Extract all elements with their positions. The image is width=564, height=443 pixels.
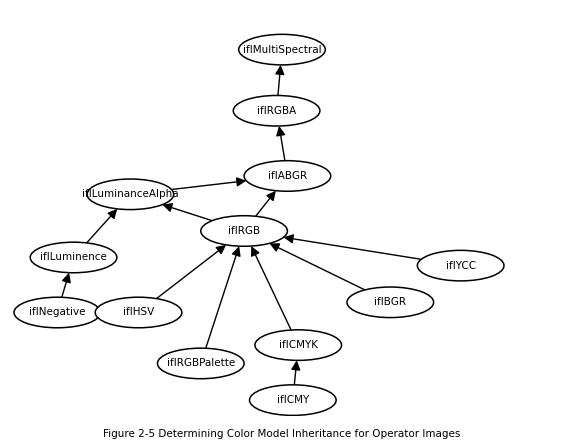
Text: iflRGBA: iflRGBA xyxy=(257,106,296,116)
Ellipse shape xyxy=(249,385,336,416)
Ellipse shape xyxy=(30,242,117,273)
Ellipse shape xyxy=(233,96,320,126)
Ellipse shape xyxy=(87,179,174,210)
Text: iflMultiSpectral: iflMultiSpectral xyxy=(243,45,321,54)
Ellipse shape xyxy=(417,250,504,281)
Text: iflYCC: iflYCC xyxy=(446,260,476,271)
Text: iflABGR: iflABGR xyxy=(268,171,307,181)
Text: Figure 2-5 Determining Color Model Inheritance for Operator Images: Figure 2-5 Determining Color Model Inher… xyxy=(103,428,461,439)
Ellipse shape xyxy=(157,348,244,379)
Text: iflLuminence: iflLuminence xyxy=(40,253,107,262)
Ellipse shape xyxy=(95,297,182,328)
Ellipse shape xyxy=(201,216,288,246)
Text: iflRGB: iflRGB xyxy=(228,226,260,236)
Text: iflCMY: iflCMY xyxy=(277,395,309,405)
Ellipse shape xyxy=(347,287,434,318)
Ellipse shape xyxy=(244,161,331,191)
Text: iflRGBPalette: iflRGBPalette xyxy=(166,358,235,369)
Text: iflNegative: iflNegative xyxy=(29,307,86,318)
Ellipse shape xyxy=(239,35,325,65)
Text: iflCMYK: iflCMYK xyxy=(279,340,318,350)
Text: iflHSV: iflHSV xyxy=(123,307,154,318)
Text: iflLuminanceAlpha: iflLuminanceAlpha xyxy=(82,189,179,199)
Ellipse shape xyxy=(255,330,342,361)
Text: iflBGR: iflBGR xyxy=(374,297,406,307)
Ellipse shape xyxy=(14,297,100,328)
